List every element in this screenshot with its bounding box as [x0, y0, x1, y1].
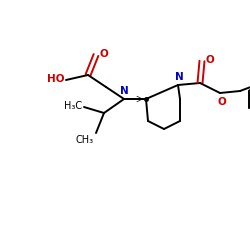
Text: N: N — [120, 86, 128, 96]
Text: O: O — [218, 97, 226, 107]
Text: CH₃: CH₃ — [76, 135, 94, 145]
Text: O: O — [205, 55, 214, 65]
Text: H₃C: H₃C — [64, 101, 82, 111]
Text: O: O — [99, 49, 108, 59]
Text: HO: HO — [46, 74, 64, 84]
Text: N: N — [174, 72, 184, 82]
